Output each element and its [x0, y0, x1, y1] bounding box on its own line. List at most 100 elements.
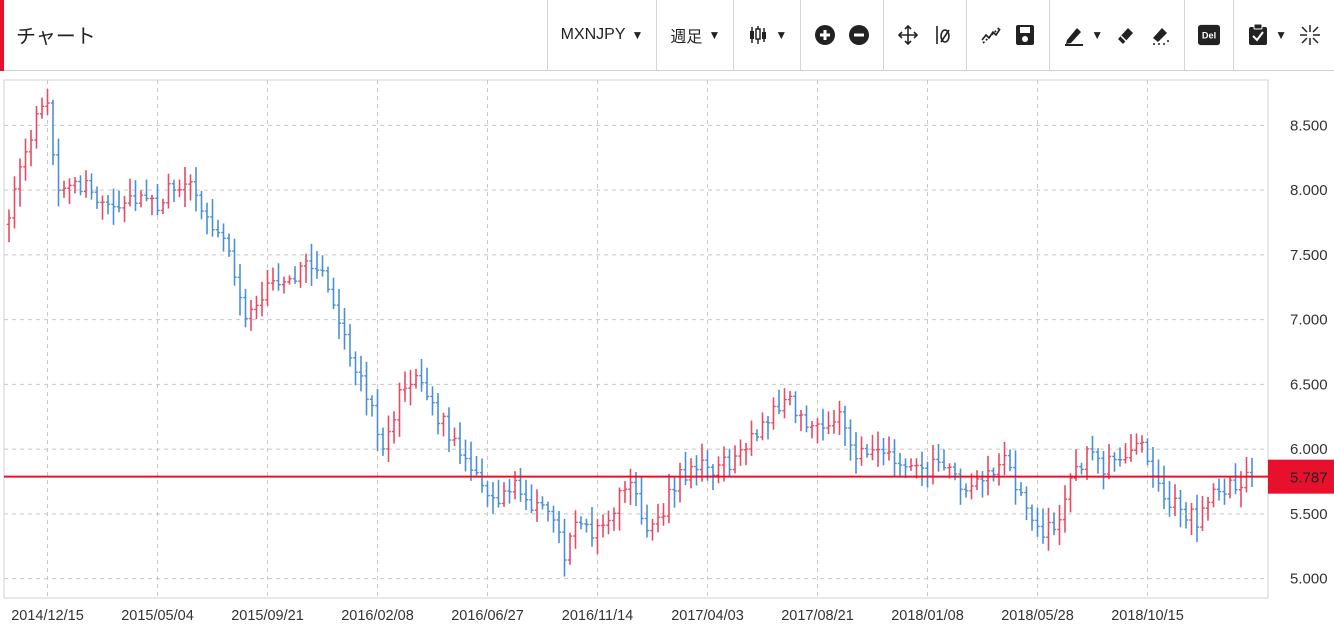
- ohlc-bar: [958, 468, 963, 505]
- period-dropdown[interactable]: 週足 ▼: [664, 0, 726, 70]
- ohlc-bar: [831, 410, 837, 434]
- clear-drawings-button[interactable]: [1143, 0, 1177, 70]
- ohlc-bar: [111, 188, 116, 225]
- ohlc-bar: [127, 178, 133, 207]
- ohlc-bar: [61, 180, 67, 198]
- template-dropdown[interactable]: ▼: [1241, 0, 1293, 70]
- ohlc-bar: [776, 389, 782, 414]
- ohlc-bar: [1117, 447, 1123, 467]
- ohlc-bar: [248, 300, 254, 331]
- trendline-icon: [980, 24, 1002, 46]
- ohlc-bar: [793, 391, 798, 424]
- ohlc-bar: [1205, 496, 1211, 521]
- ohlc-bar: [886, 436, 892, 461]
- ohlc-bar: [842, 405, 848, 447]
- zoom-out-button[interactable]: [842, 0, 876, 70]
- vertical-line-icon: [931, 24, 953, 46]
- ohlc-bar: [974, 470, 980, 491]
- save-button[interactable]: [1008, 0, 1042, 70]
- ohlc-bar: [1123, 443, 1128, 464]
- ohlc-bar: [149, 194, 155, 216]
- ohlc-bar: [1134, 433, 1139, 455]
- symbol-dropdown[interactable]: MXNJPY ▼: [555, 0, 650, 70]
- ohlc-bar: [573, 510, 578, 549]
- ohlc-bar: [270, 267, 276, 291]
- ohlc-bar: [67, 178, 72, 204]
- ohlc-bar: [1101, 451, 1106, 490]
- top-bar: チャート MXNJPY ▼ 週足 ▼ ▼: [0, 0, 1334, 71]
- ohlc-bar: [204, 202, 210, 235]
- ohlc-bar: [298, 261, 303, 288]
- vertical-line-button[interactable]: [925, 0, 959, 70]
- ohlc-bar: [259, 281, 265, 317]
- chevron-down-icon: ▼: [708, 28, 721, 42]
- pen-dropdown[interactable]: ▼: [1057, 0, 1109, 70]
- ohlc-bar: [199, 190, 204, 220]
- ohlc-bar: [820, 408, 826, 441]
- ohlc-bar: [496, 479, 501, 508]
- cursor-group: [883, 0, 966, 70]
- zoom-out-icon: [848, 24, 870, 46]
- ohlc-bar: [1172, 484, 1178, 516]
- pan-button[interactable]: [891, 0, 925, 70]
- ohlc-bar: [1090, 435, 1095, 461]
- chart-type-dropdown[interactable]: ▼: [741, 0, 793, 70]
- ohlc-bar: [1244, 456, 1249, 493]
- ohlc-bar: [221, 223, 226, 252]
- ohlc-bar: [694, 455, 699, 486]
- ohlc-bar: [738, 439, 743, 466]
- ohlc-bar: [78, 175, 83, 196]
- ohlc-bar: [1106, 443, 1112, 480]
- fullscreen-button[interactable]: [1293, 0, 1327, 70]
- ohlc-bar: [380, 427, 386, 456]
- ohlc-bar: [1073, 449, 1079, 481]
- ohlc-bar: [699, 443, 705, 482]
- ohlc-bar: [1161, 465, 1167, 510]
- zoom-in-button[interactable]: [808, 0, 842, 70]
- ohlc-bar: [155, 183, 160, 216]
- ohlc-bar: [1227, 476, 1233, 499]
- ohlc-bar: [45, 89, 50, 115]
- ohlc-bar: [424, 367, 430, 401]
- chart-toolbar: MXNJPY ▼ 週足 ▼ ▼: [546, 0, 1334, 70]
- chevron-down-icon: ▼: [631, 28, 644, 42]
- delete-button[interactable]: Del: [1192, 0, 1226, 70]
- ohlc-bar: [589, 507, 595, 547]
- ohlc-bar: [518, 468, 523, 502]
- trendline-button[interactable]: [974, 0, 1008, 70]
- eraser-button[interactable]: [1109, 0, 1143, 70]
- ohlc-bar: [353, 351, 358, 386]
- ohlc-bar: [661, 503, 666, 526]
- pen-icon: [1063, 24, 1085, 46]
- ohlc-bar: [17, 158, 23, 207]
- ohlc-bar: [716, 456, 721, 484]
- ohlc-bar: [853, 432, 859, 474]
- ohlc-bar: [996, 453, 1002, 486]
- template-group: ▼: [1233, 0, 1334, 70]
- chart-area[interactable]: 5.787 8.500 8.000 7.500 7.000 6.500 6.000 5.50…: [0, 72, 1334, 637]
- x-tick-label: 2016/11/14: [562, 608, 634, 624]
- ohlc-bar: [413, 368, 419, 389]
- ohlc-bar: [1057, 504, 1062, 546]
- y-tick-label: 8.500: [1290, 117, 1328, 134]
- ohlc-bar: [369, 395, 375, 417]
- zoom-group: [800, 0, 883, 70]
- ohlc-bar: [534, 489, 540, 522]
- ohlc-bar: [34, 105, 39, 149]
- ohlc-bar: [908, 458, 914, 471]
- ohlc-bar: [1189, 502, 1194, 536]
- ohlc-bar: [501, 482, 507, 507]
- ohlc-bar: [446, 407, 452, 453]
- ohlc-bar: [1029, 504, 1035, 531]
- template-icon: [1247, 24, 1269, 46]
- ohlc-bar: [1051, 512, 1057, 536]
- ohlc-bar: [276, 263, 281, 291]
- ohlc-bar: [1024, 486, 1029, 521]
- price-chart[interactable]: 5.787 8.500 8.000 7.500 7.000 6.500 6.000 5.50…: [0, 72, 1334, 637]
- ohlc-bar: [1035, 507, 1040, 537]
- ohlc-bar: [188, 174, 193, 201]
- ohlc-bar: [529, 484, 534, 514]
- ohlc-bar: [215, 219, 221, 238]
- ohlc-bar: [375, 389, 380, 451]
- delete-group: Del: [1184, 0, 1233, 70]
